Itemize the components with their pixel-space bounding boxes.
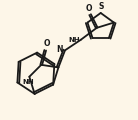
- Text: O: O: [86, 4, 92, 13]
- Text: S: S: [98, 2, 103, 11]
- Text: NH: NH: [68, 37, 79, 43]
- Text: NH: NH: [22, 79, 34, 85]
- Text: O: O: [43, 39, 50, 48]
- Text: N: N: [57, 45, 63, 54]
